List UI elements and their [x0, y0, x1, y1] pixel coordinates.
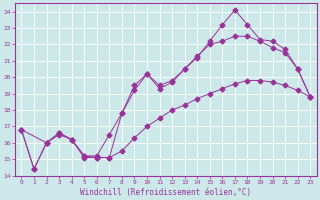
X-axis label: Windchill (Refroidissement éolien,°C): Windchill (Refroidissement éolien,°C): [80, 188, 252, 197]
